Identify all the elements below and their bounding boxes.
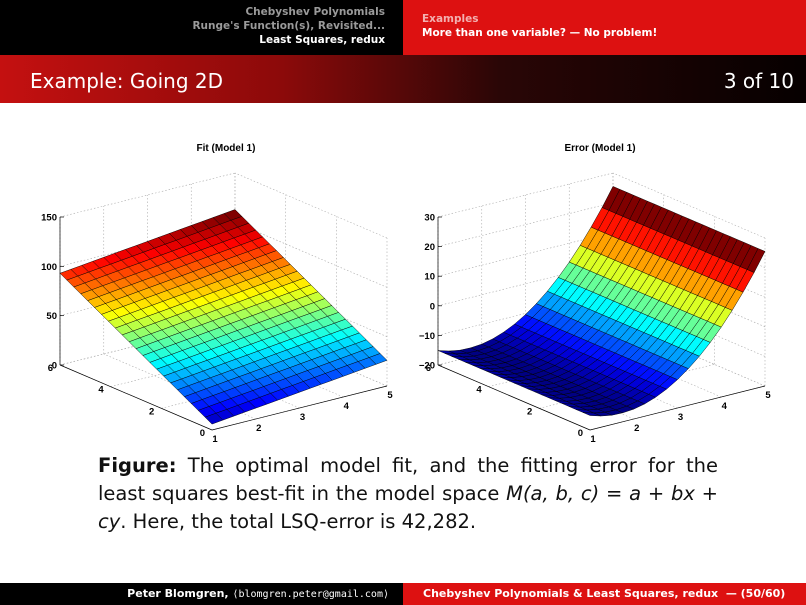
x-tick-label: 5: [387, 390, 393, 401]
caption-model: M(a, b, c) = a + bx + cy: [98, 482, 719, 533]
x-tick-label: 5: [765, 390, 771, 401]
z-tick-label: −20: [419, 361, 435, 372]
z-tick-label: 150: [41, 213, 57, 224]
caption-label: Figure:: [98, 454, 177, 477]
footer-page: — (50/60): [725, 587, 786, 600]
footer-author-email[interactable]: ⟨blomgren.peter@gmail.com⟩: [232, 589, 389, 600]
z-tick-label: 0: [430, 301, 435, 312]
x-tick-label: 2: [256, 423, 261, 434]
x-tick-label: 3: [300, 412, 305, 423]
plot-error-model-1: −20 −10 0 10 20 30 1 2 3 4 5 0 2 4 6 Error (Model 1): [419, 143, 771, 445]
surface-patch: [368, 353, 388, 365]
y-tick-label: 2: [149, 406, 154, 417]
y-tick-label: 4: [476, 385, 482, 396]
z-tick-label: 50: [46, 311, 57, 322]
y-tick-label: 6: [48, 363, 53, 374]
x-tick-label: 1: [212, 434, 218, 445]
frame-counter: 3 of 10: [723, 69, 794, 93]
grid-line: [234, 222, 388, 288]
z-tick-label: 10: [424, 272, 435, 283]
x-tick-label: 1: [590, 434, 596, 445]
frame-title-bar: Example: Going 2D 3 of 10: [0, 55, 806, 103]
y-axis: [437, 364, 591, 431]
surface-patch: [746, 248, 766, 273]
footer-author: Peter Blomgren, ⟨blomgren.peter@gmail.co…: [0, 583, 403, 605]
x-tick-label: 4: [344, 401, 350, 412]
grid-line: [103, 353, 256, 420]
grid-line: [234, 172, 388, 239]
nav-section-chebyshev[interactable]: Chebyshev Polynomials: [245, 6, 385, 18]
footer-course-title: Chebyshev Polynomials & Least Squares, r…: [423, 587, 719, 600]
nav-subsection-examples[interactable]: Examples: [422, 13, 479, 25]
y-tick-label: 0: [200, 428, 205, 439]
y-axis: [59, 364, 213, 431]
z-tick-label: −10: [419, 331, 435, 342]
y-tick-label: 0: [578, 428, 583, 439]
x-tick-label: 3: [678, 412, 683, 423]
figure-caption: Figure: The optimal model fit, and the f…: [98, 452, 718, 536]
nav-section-runge[interactable]: Runge's Function(s), Revisited...: [192, 20, 385, 32]
plot-title: Fit (Model 1): [197, 143, 256, 154]
footer-course: Chebyshev Polynomials & Least Squares, r…: [403, 583, 806, 605]
header-sections: Chebyshev Polynomials Runge's Function(s…: [0, 0, 403, 55]
caption-text-1: The optimal model fit, and the fitting e…: [98, 454, 718, 505]
x-axis: [589, 385, 766, 431]
z-tick-label: 100: [41, 262, 57, 273]
x-axis: [211, 385, 388, 431]
plot-title: Error (Model 1): [564, 143, 635, 154]
x-tick-label: 4: [722, 401, 728, 412]
grid-line: [612, 172, 766, 239]
z-tick-label: 30: [424, 213, 435, 224]
footer-author-name: Peter Blomgren,: [127, 587, 233, 600]
z-tick-label: 20: [424, 242, 435, 253]
header-subsections: Examples More than one variable? — No pr…: [403, 0, 806, 55]
x-tick-label: 2: [634, 423, 639, 434]
y-tick-label: 4: [98, 385, 104, 396]
z-tick-label: 0: [52, 361, 57, 372]
y-tick-label: 2: [527, 406, 532, 417]
nav-section-least-squares[interactable]: Least Squares, redux: [259, 34, 385, 46]
frame-title: Example: Going 2D: [30, 69, 224, 93]
nav-subsection-more-variables[interactable]: More than one variable? — No problem!: [422, 27, 658, 39]
caption-text-2: . Here, the total LSQ-error is 42,282.: [120, 510, 477, 533]
y-tick-label: 6: [426, 363, 431, 374]
